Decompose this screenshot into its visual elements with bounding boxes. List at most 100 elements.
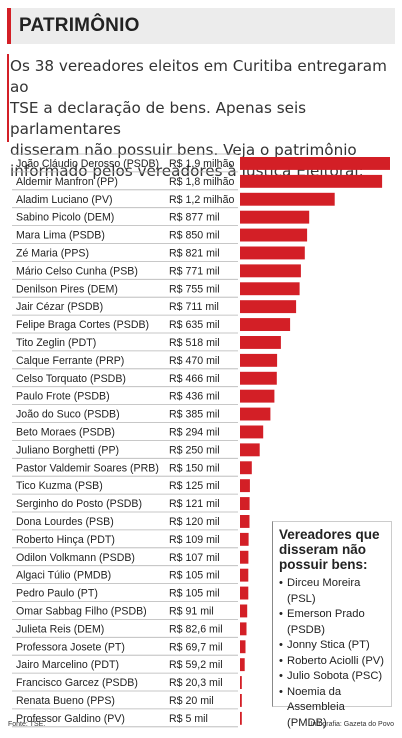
category-label: Algaci Túlio (PMDB) bbox=[16, 570, 111, 582]
value-label: R$ 150 mil bbox=[169, 462, 220, 474]
value-label: R$ 466 mil bbox=[169, 373, 220, 385]
category-label: Jairo Marcelino (PDT) bbox=[16, 659, 119, 671]
bar bbox=[240, 479, 250, 493]
bar bbox=[240, 640, 246, 654]
category-label: Odilon Volkmann (PSDB) bbox=[16, 552, 135, 564]
bar bbox=[240, 532, 249, 546]
no-assets-item-continued: Assembleia (PMDB) bbox=[287, 701, 345, 729]
value-label: R$ 1,2 milhão bbox=[169, 194, 234, 206]
bar bbox=[240, 676, 242, 689]
value-label: R$ 20,3 mil bbox=[169, 677, 223, 689]
bar bbox=[240, 550, 249, 564]
bar bbox=[240, 586, 249, 600]
value-label: R$ 518 mil bbox=[169, 337, 220, 349]
value-label: R$ 850 mil bbox=[169, 230, 220, 242]
value-label: R$ 82,6 mil bbox=[169, 623, 223, 635]
category-label: Pedro Paulo (PT) bbox=[16, 588, 98, 600]
bar bbox=[240, 174, 383, 188]
bar bbox=[240, 336, 281, 349]
value-label: R$ 105 mil bbox=[169, 588, 220, 600]
category-label: Mário Celso Cunha (PSB) bbox=[16, 265, 138, 277]
bar bbox=[240, 694, 242, 707]
value-label: R$ 294 mil bbox=[169, 427, 220, 439]
value-label: R$ 250 mil bbox=[169, 444, 220, 456]
category-label: Denilson Pires (DEM) bbox=[16, 283, 118, 295]
bar bbox=[240, 568, 249, 582]
bar bbox=[240, 407, 271, 421]
bar bbox=[240, 371, 277, 385]
category-label: Tico Kuzma (PSB) bbox=[16, 480, 103, 492]
category-label: João Cláudio Derosso (PSDB) bbox=[16, 158, 159, 170]
title-accent-bar bbox=[7, 8, 11, 44]
value-label: R$ 69,7 mil bbox=[169, 641, 223, 653]
category-label: Dona Lourdes (PSB) bbox=[16, 516, 114, 528]
no-assets-box: Vereadores que disseram não possuir bens… bbox=[272, 521, 392, 729]
value-label: R$ 635 mil bbox=[169, 319, 220, 331]
bar bbox=[240, 264, 301, 278]
category-label: Celso Torquato (PSDB) bbox=[16, 373, 126, 385]
category-label: Jair Cézar (PSDB) bbox=[16, 301, 103, 313]
category-label: Paulo Frote (PSDB) bbox=[16, 391, 110, 403]
category-label: Zé Maria (PPS) bbox=[16, 248, 89, 260]
bar bbox=[240, 282, 300, 296]
bar bbox=[240, 389, 275, 403]
no-assets-title-line: Vereadores que bbox=[279, 527, 380, 542]
bar bbox=[240, 192, 335, 206]
bar bbox=[240, 246, 305, 260]
value-label: R$ 120 mil bbox=[169, 516, 220, 528]
intro-text: Os 38 vereadores eleitos em Curitiba ent… bbox=[10, 56, 398, 182]
category-label: Francisco Garcez (PSDB) bbox=[16, 677, 138, 689]
bar bbox=[240, 425, 264, 439]
category-label: Beto Moraes (PSDB) bbox=[16, 427, 115, 439]
category-label: Calque Ferrante (PRP) bbox=[16, 355, 124, 367]
value-label: R$ 385 mil bbox=[169, 409, 220, 421]
bar bbox=[240, 353, 278, 367]
bar bbox=[240, 210, 310, 224]
value-label: R$ 5 mil bbox=[169, 713, 208, 725]
bar bbox=[240, 157, 390, 170]
intro-line: disseram não possuir bens. Veja o patrim… bbox=[10, 141, 357, 159]
category-label: Aladim Luciano (PV) bbox=[16, 194, 113, 206]
no-assets-item: Jonny Stica (PT) bbox=[279, 638, 385, 654]
page-title: PATRIMÔNIO bbox=[19, 15, 140, 36]
category-label: Aldemir Manfron (PP) bbox=[16, 176, 118, 188]
value-label: R$ 755 mil bbox=[169, 283, 220, 295]
category-label: Professor Galdino (PV) bbox=[16, 713, 125, 725]
bar bbox=[240, 443, 260, 457]
value-label: R$ 20 mil bbox=[169, 695, 214, 707]
bar bbox=[240, 604, 248, 618]
category-label: Mara Lima (PSDB) bbox=[16, 230, 105, 242]
bar bbox=[240, 658, 245, 672]
value-label: R$ 877 mil bbox=[169, 212, 220, 224]
no-assets-item: Julio Sobota (PSC) bbox=[279, 669, 385, 685]
category-label: Professora Josete (PT) bbox=[16, 641, 125, 653]
bar bbox=[240, 497, 250, 510]
category-label: Juliano Borghetti (PP) bbox=[16, 444, 119, 456]
no-assets-title-line: disseram não bbox=[279, 542, 367, 557]
value-label: R$ 1,9 milhão bbox=[169, 158, 234, 170]
category-label: Serginho do Posto (PSDB) bbox=[16, 498, 142, 510]
credit-note: Infografia: Gazeta do Povo bbox=[310, 721, 394, 728]
no-assets-title-line: possuir bens: bbox=[279, 557, 368, 572]
no-assets-item: Dirceu Moreira (PSL) bbox=[279, 576, 385, 607]
intro-line: Os 38 vereadores eleitos em Curitiba ent… bbox=[10, 57, 387, 96]
intro-line: TSE a declaração de bens. Apenas seis pa… bbox=[10, 99, 307, 138]
value-label: R$ 436 mil bbox=[169, 391, 220, 403]
category-label: Roberto Hinça (PDT) bbox=[16, 534, 115, 546]
bar bbox=[240, 318, 291, 331]
value-label: R$ 59,2 mil bbox=[169, 659, 223, 671]
category-label: Felipe Braga Cortes (PSDB) bbox=[16, 319, 149, 331]
value-label: R$ 711 mil bbox=[169, 301, 219, 313]
no-assets-item: Roberto Aciolli (PV) bbox=[279, 654, 385, 670]
value-label: R$ 470 mil bbox=[169, 355, 220, 367]
no-assets-item-continued: (PSDB) bbox=[287, 623, 325, 636]
intro-accent-bar bbox=[7, 54, 9, 142]
value-label: R$ 91 mil bbox=[169, 606, 214, 618]
value-label: R$ 771 mil bbox=[169, 265, 220, 277]
section-title-banner: PATRIMÔNIO bbox=[7, 8, 395, 44]
bar bbox=[240, 622, 247, 636]
no-assets-title: Vereadores que disseram não possuir bens… bbox=[279, 527, 385, 572]
bar bbox=[240, 461, 252, 475]
category-label: Julieta Reis (DEM) bbox=[16, 623, 104, 635]
